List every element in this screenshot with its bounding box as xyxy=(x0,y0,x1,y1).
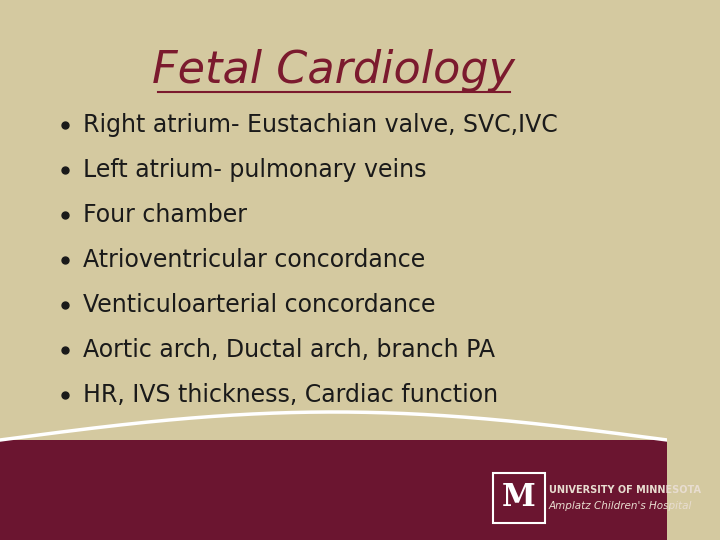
Text: HR, IVS thickness, Cardiac function: HR, IVS thickness, Cardiac function xyxy=(84,383,498,407)
Text: Four chamber: Four chamber xyxy=(84,203,248,227)
Text: Left atrium- pulmonary veins: Left atrium- pulmonary veins xyxy=(84,158,427,182)
Text: UNIVERSITY OF MINNESOTA: UNIVERSITY OF MINNESOTA xyxy=(549,485,701,495)
Text: Venticuloarterial concordance: Venticuloarterial concordance xyxy=(84,293,436,317)
Text: M: M xyxy=(502,483,536,514)
Text: Right atrium- Eustachian valve, SVC,IVC: Right atrium- Eustachian valve, SVC,IVC xyxy=(84,113,558,137)
FancyBboxPatch shape xyxy=(0,440,667,540)
Text: Amplatz Children's Hospital: Amplatz Children's Hospital xyxy=(549,501,692,511)
Polygon shape xyxy=(0,412,667,440)
Text: Aortic arch, Ductal arch, branch PA: Aortic arch, Ductal arch, branch PA xyxy=(84,338,495,362)
Text: Fetal Cardiology: Fetal Cardiology xyxy=(152,49,515,91)
Text: Atrioventricular concordance: Atrioventricular concordance xyxy=(84,248,426,272)
